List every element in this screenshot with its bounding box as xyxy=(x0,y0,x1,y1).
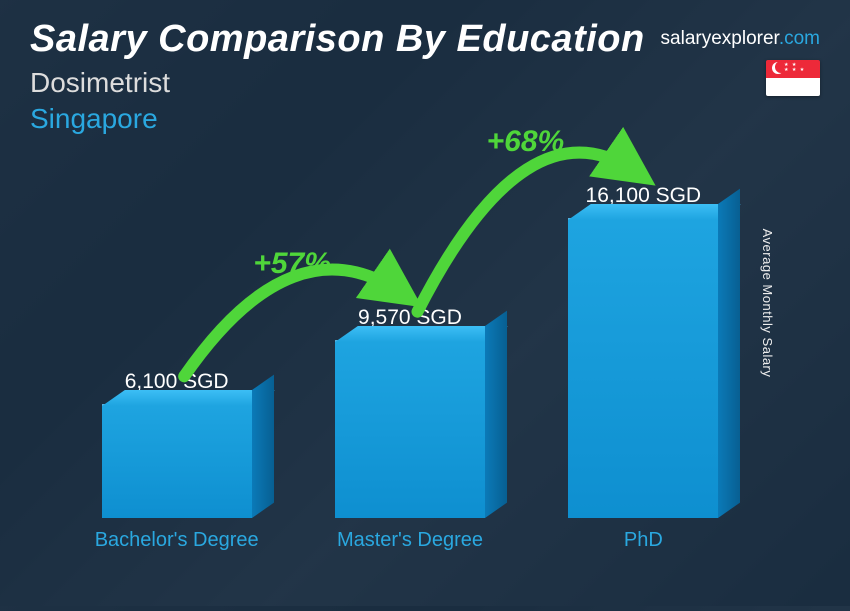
increase-pct-label: +68% xyxy=(487,125,565,159)
bar xyxy=(102,404,252,518)
source-domain: .com xyxy=(779,28,820,49)
category-label: Master's Degree xyxy=(337,528,483,576)
source-name: salaryexplorer xyxy=(661,28,779,49)
category-label: Bachelor's Degree xyxy=(95,528,259,576)
bar-group: 6,100 SGDBachelor's Degree xyxy=(87,370,267,576)
category-label: PhD xyxy=(624,528,663,576)
increase-pct-label: +57% xyxy=(253,247,331,281)
bar-group: 16,100 SGDPhD xyxy=(553,184,733,576)
bar-group: 9,570 SGDMaster's Degree xyxy=(320,306,500,576)
bar xyxy=(335,340,485,518)
location: Singapore xyxy=(30,103,820,135)
bar xyxy=(568,218,718,518)
y-axis-label: Average Monthly Salary xyxy=(760,229,775,378)
source-attribution: salaryexplorer.com xyxy=(661,28,820,50)
country-flag-icon: ★ ★★ ★ ★ xyxy=(766,60,820,96)
job-title: Dosimetrist xyxy=(30,67,820,99)
bar-chart: 6,100 SGDBachelor's Degree 9,570 SGDMaste… xyxy=(60,150,760,576)
